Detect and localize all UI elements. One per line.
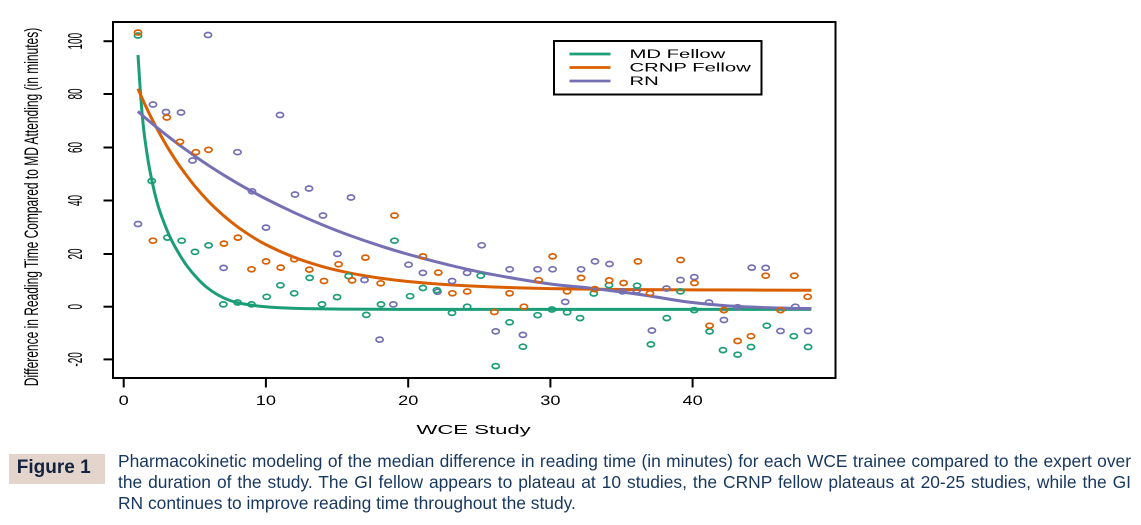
- svg-text:100: 100: [66, 33, 88, 50]
- svg-text:CRNP Fellow: CRNP Fellow: [630, 61, 752, 75]
- svg-text:-20: -20: [66, 352, 88, 367]
- svg-text:80: 80: [66, 88, 88, 99]
- svg-text:40: 40: [682, 393, 702, 408]
- svg-text:20: 20: [398, 393, 418, 408]
- svg-text:0: 0: [66, 304, 88, 310]
- svg-text:MD Fellow: MD Fellow: [630, 47, 727, 61]
- svg-text:WCE Study: WCE Study: [416, 423, 530, 437]
- svg-text:20: 20: [66, 248, 88, 259]
- svg-text:10: 10: [256, 393, 276, 408]
- svg-text:RN: RN: [630, 74, 659, 88]
- svg-text:30: 30: [540, 393, 560, 408]
- svg-text:Difference in Reading Time Com: Difference in Reading Time Compared to M…: [22, 28, 42, 386]
- svg-text:60: 60: [66, 142, 88, 153]
- svg-text:0: 0: [119, 393, 129, 408]
- svg-text:40: 40: [66, 195, 88, 206]
